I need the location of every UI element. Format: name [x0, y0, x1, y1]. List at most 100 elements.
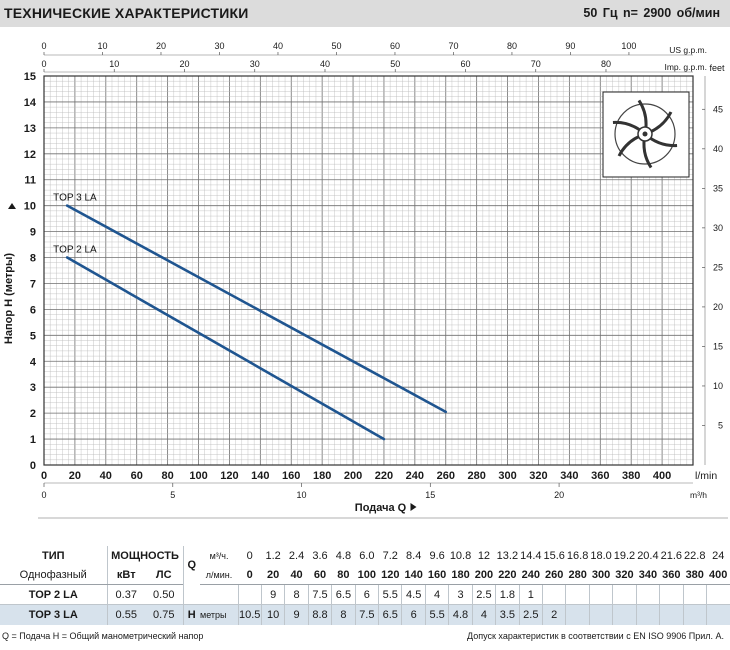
- head-value: 1.8: [495, 584, 520, 605]
- feet-tick-label: 5: [718, 420, 723, 430]
- us-gpm-tick-label: 50: [331, 41, 341, 51]
- head-value: [541, 584, 566, 605]
- feet-tick-label: 15: [713, 341, 723, 351]
- model-name: TOP 2 LA: [0, 584, 107, 605]
- impeller-icon: [602, 91, 690, 178]
- head-value: 8: [331, 604, 356, 625]
- q-unit-lmin: л/мин.: [200, 566, 239, 585]
- q-m3h-cell: 9.6: [429, 550, 445, 562]
- x-tick-label: 200: [344, 470, 362, 482]
- x-unit-label: l/min: [695, 470, 717, 482]
- footer-note: Допуск характеристик в соответствии с EN…: [467, 631, 724, 641]
- head-value: 4.5: [401, 584, 426, 605]
- x-tick-label: 400: [653, 470, 671, 482]
- y-tick-label: 9: [30, 227, 36, 239]
- head-value: 8.8: [307, 604, 332, 625]
- head-value: [588, 584, 613, 605]
- y-tick-label: 14: [24, 97, 37, 109]
- x-tick-label: 160: [282, 470, 300, 482]
- col-power-header: МОЩНОСТЬ: [106, 546, 184, 566]
- q-m3h-cell: 7.2: [382, 550, 398, 562]
- q-lmin-cell: 340: [636, 566, 660, 585]
- q-lmin-cell: 160: [425, 566, 449, 585]
- head-value: [565, 604, 590, 625]
- y-tick-label: 15: [24, 71, 36, 83]
- page-title: ТЕХНИЧЕСКИЕ ХАРАКТЕРИСТИКИ: [4, 5, 249, 21]
- us-gpm-tick-label: 30: [214, 41, 224, 51]
- us-gpm-tick-label: 90: [565, 41, 575, 51]
- x-axis-arrow-icon: [410, 503, 417, 511]
- us-gpm-tick-label: 40: [273, 41, 283, 51]
- q-lmin-cell: 280: [565, 566, 590, 585]
- q-lmin-cell: 120: [378, 566, 402, 585]
- kw-header: кВт: [106, 566, 145, 585]
- x-tick-label: 60: [131, 470, 143, 482]
- head-value: [659, 604, 684, 625]
- q-lmin-cell: 240: [519, 566, 543, 585]
- curve-label: TOP 2 LA: [53, 245, 97, 256]
- head-value: 10: [260, 604, 285, 625]
- y-tick-label: 7: [30, 278, 36, 290]
- y-tick-label: 8: [30, 253, 36, 265]
- h-symbol: H: [182, 604, 201, 625]
- q-m3h-cell: 12: [477, 550, 491, 562]
- q-m3h-cell: 8.4: [406, 550, 422, 562]
- x-tick-label: 0: [41, 470, 47, 482]
- model-name: TOP 3 LA: [0, 604, 107, 625]
- x-tick-label: 220: [375, 470, 393, 482]
- x-tick-label: 120: [220, 470, 238, 482]
- y-axis-arrow-icon: [8, 203, 16, 209]
- hp-header: ЛС: [145, 566, 184, 585]
- m3h-axis-label: m³/h: [690, 490, 707, 500]
- head-value: [635, 584, 660, 605]
- q-lmin-cell: 400: [706, 566, 730, 585]
- y-tick-label: 11: [24, 175, 36, 187]
- q-unit-m3h: м³/ч.: [209, 551, 229, 561]
- y-axis-title: Напор H (метры): [3, 253, 15, 344]
- imp-gpm-tick-label: 50: [390, 59, 400, 69]
- q-lmin-cell: 260: [542, 566, 566, 585]
- q-lmin-cell: 60: [308, 566, 332, 585]
- feet-tick-label: 40: [713, 144, 723, 154]
- q-m3h-cell: 24: [712, 550, 725, 562]
- q-lmin-cell: 320: [612, 566, 637, 585]
- us-gpm-tick-label: 20: [156, 41, 166, 51]
- x-tick-label: 300: [498, 470, 516, 482]
- q-m3h-cell: 14.4: [520, 550, 542, 562]
- head-value: 6.5: [378, 604, 402, 625]
- head-value: 9: [284, 604, 309, 625]
- head-value: 4.8: [448, 604, 473, 625]
- x-tick-label: 360: [591, 470, 609, 482]
- head-value: [612, 604, 637, 625]
- footer-legend: Q = Подача H = Общий манометрический нап…: [2, 631, 204, 641]
- imp-gpm-tick-label: 40: [320, 59, 330, 69]
- q-lmin-cell: 180: [448, 566, 473, 585]
- q-lmin-cell: 20: [261, 566, 285, 585]
- head-value: [588, 604, 613, 625]
- q-m3h-cell: 4.8: [335, 550, 352, 562]
- imp-gpm-tick-label: 60: [460, 59, 470, 69]
- head-value: 4: [424, 584, 449, 605]
- y-tick-label: 6: [30, 304, 36, 316]
- head-value: 6: [354, 584, 379, 605]
- head-value: 1: [518, 584, 543, 605]
- hp-value: 0.50: [145, 584, 184, 605]
- head-value: 6.5: [331, 584, 356, 605]
- x-axis-title: Подача Q: [355, 502, 407, 514]
- q-m3h-cell: 0: [246, 550, 253, 562]
- imp-gpm-tick-label: 30: [250, 59, 260, 69]
- q-lmin-cell: 0: [238, 566, 262, 585]
- head-value: 2.5: [471, 584, 496, 605]
- m3h-tick-label: 10: [297, 490, 307, 500]
- us-gpm-tick-label: 100: [621, 41, 636, 51]
- hp-value: 0.75: [145, 604, 184, 625]
- us-gpm-tick-label: 60: [390, 41, 400, 51]
- imp-gpm-tick-label: 80: [601, 59, 611, 69]
- imp-gpm-axis-label: Imp. g.p.m.: [664, 62, 707, 72]
- x-tick-label: 320: [529, 470, 547, 482]
- imp-gpm-tick-label: 0: [41, 59, 46, 69]
- feet-tick-label: 35: [713, 183, 723, 193]
- q-lmin-cell: 80: [331, 566, 356, 585]
- imp-gpm-tick-label: 70: [531, 59, 541, 69]
